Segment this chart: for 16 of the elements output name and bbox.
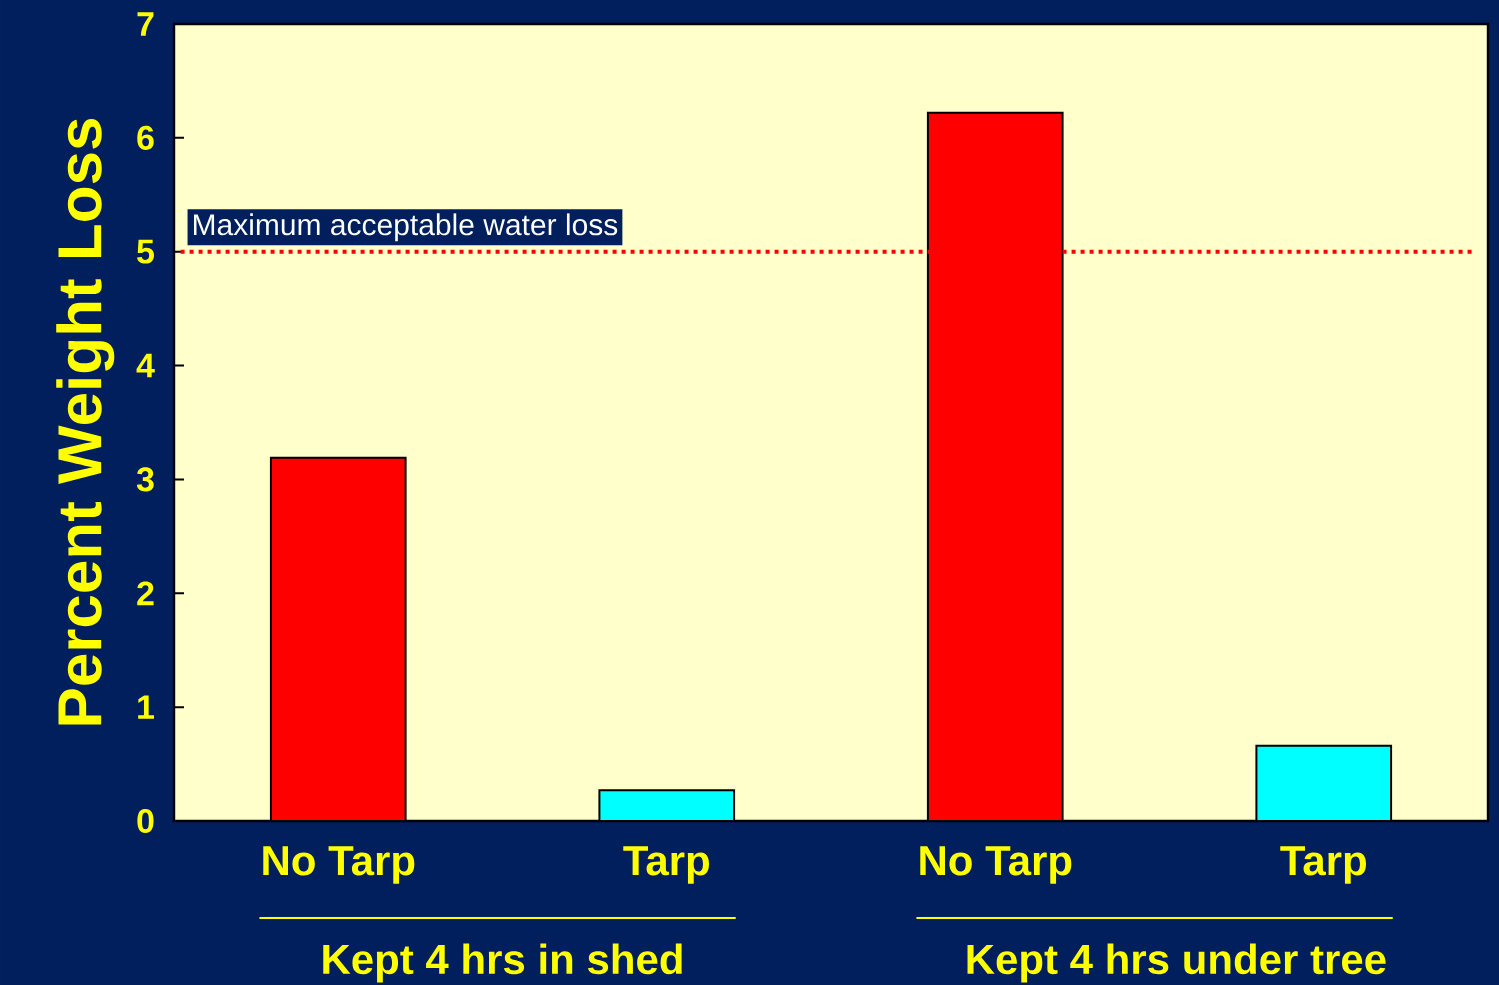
- y-tick-label: 6: [137, 125, 154, 150]
- y-tick-label: 4: [136, 353, 155, 378]
- x-tick-label: No Tarp: [920, 846, 1072, 884]
- y-tick-label: 5: [137, 239, 155, 264]
- x-tick-label: Tarp: [623, 846, 709, 884]
- y-tick-label: 0: [137, 808, 154, 834]
- x-tick-label: No Tarp: [263, 846, 415, 884]
- y-tick-label: 7: [137, 12, 154, 36]
- y-tick-label: 2: [137, 581, 154, 606]
- text: Kept 4 hrs under tree: [967, 943, 1386, 983]
- y-tick-label: 3: [136, 467, 154, 492]
- y-axis-title: Percent Weight Loss: [56, 119, 115, 725]
- y-tick-label: 1: [138, 695, 155, 719]
- text: Kept 4 hrs in shed: [323, 943, 682, 983]
- x-tick-label: Tarp: [1280, 846, 1366, 884]
- ref-line-label: Maximum acceptable water loss: [193, 213, 618, 242]
